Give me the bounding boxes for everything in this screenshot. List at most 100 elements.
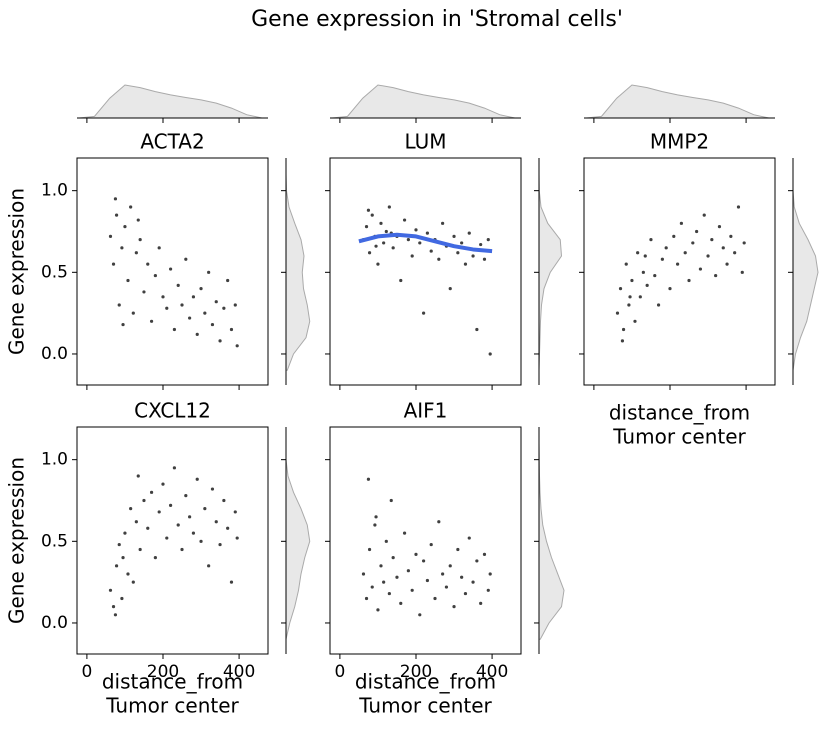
point xyxy=(203,507,207,511)
point xyxy=(463,262,468,266)
point xyxy=(379,564,383,568)
point xyxy=(486,588,490,592)
point xyxy=(226,278,230,283)
point xyxy=(108,588,113,592)
point xyxy=(117,303,121,307)
x-tick-label: 200 xyxy=(400,662,432,682)
point xyxy=(391,556,395,560)
point xyxy=(621,327,626,332)
point xyxy=(410,254,414,258)
point xyxy=(161,482,165,486)
point xyxy=(384,539,388,543)
point xyxy=(172,466,177,470)
point xyxy=(628,295,632,299)
point xyxy=(367,251,372,255)
point xyxy=(142,290,146,294)
y-tick-label: 0.5 xyxy=(41,262,68,282)
point xyxy=(113,613,118,617)
point xyxy=(370,213,374,217)
marginal-y-kde xyxy=(538,174,563,371)
point xyxy=(740,270,744,274)
point xyxy=(203,311,207,315)
point xyxy=(374,244,378,248)
y-tick-label: 0.5 xyxy=(41,531,68,551)
marginal-x-kde xyxy=(332,84,516,119)
point xyxy=(366,477,371,481)
point xyxy=(114,564,119,568)
x-axis-label: distance_from xyxy=(609,401,750,425)
point xyxy=(153,556,157,560)
panel-title: AIF1 xyxy=(404,399,448,423)
x-axis-label: Tumor center xyxy=(105,694,239,718)
panel-title: LUM xyxy=(404,130,446,154)
point xyxy=(620,339,625,343)
point xyxy=(195,332,199,336)
point xyxy=(729,234,733,238)
point xyxy=(117,542,121,547)
point xyxy=(402,218,407,222)
point xyxy=(618,287,623,291)
point xyxy=(418,241,422,245)
point xyxy=(463,591,468,596)
point xyxy=(721,246,725,250)
marginal-x-kde xyxy=(586,84,770,119)
point xyxy=(668,287,672,291)
point xyxy=(638,295,642,299)
point xyxy=(161,295,165,299)
point xyxy=(191,531,196,535)
point xyxy=(479,242,483,247)
point xyxy=(123,224,127,229)
point xyxy=(168,503,173,507)
point xyxy=(656,303,661,307)
point xyxy=(717,224,722,229)
point xyxy=(395,575,399,579)
point xyxy=(229,327,234,332)
point xyxy=(460,241,464,245)
point xyxy=(176,523,180,527)
point xyxy=(142,498,146,503)
point xyxy=(441,572,445,576)
point xyxy=(111,262,116,266)
point xyxy=(475,559,479,563)
point xyxy=(488,352,492,356)
point xyxy=(664,246,668,250)
point xyxy=(207,564,211,568)
point xyxy=(633,319,637,323)
point xyxy=(218,542,222,547)
point xyxy=(379,221,383,225)
point xyxy=(414,228,418,232)
point xyxy=(226,526,230,530)
point xyxy=(418,613,422,617)
point xyxy=(615,311,620,315)
point xyxy=(406,569,410,573)
point xyxy=(188,316,192,320)
point xyxy=(153,273,157,278)
point xyxy=(157,510,161,514)
point xyxy=(425,231,430,235)
x-tick-label: 0 xyxy=(81,662,92,682)
point xyxy=(136,474,140,478)
point xyxy=(376,608,380,612)
panel-frame xyxy=(76,426,269,655)
point xyxy=(391,246,395,250)
point xyxy=(683,251,687,255)
point xyxy=(421,559,426,563)
point xyxy=(429,249,433,253)
y-tick-label: 0.0 xyxy=(41,613,68,633)
point xyxy=(421,311,426,315)
point xyxy=(222,498,226,503)
marginal-y-kde xyxy=(538,443,565,640)
point xyxy=(367,547,372,552)
x-axis-label: distance_from xyxy=(102,670,243,694)
x-axis-label: Tumor center xyxy=(358,694,492,718)
point xyxy=(675,262,680,266)
point xyxy=(149,490,154,494)
point xyxy=(184,493,188,498)
point xyxy=(129,507,133,511)
point xyxy=(710,238,714,242)
point xyxy=(641,270,645,274)
point xyxy=(399,601,403,605)
point xyxy=(191,295,196,299)
point xyxy=(387,591,391,596)
marginal-y-kde xyxy=(285,174,311,371)
